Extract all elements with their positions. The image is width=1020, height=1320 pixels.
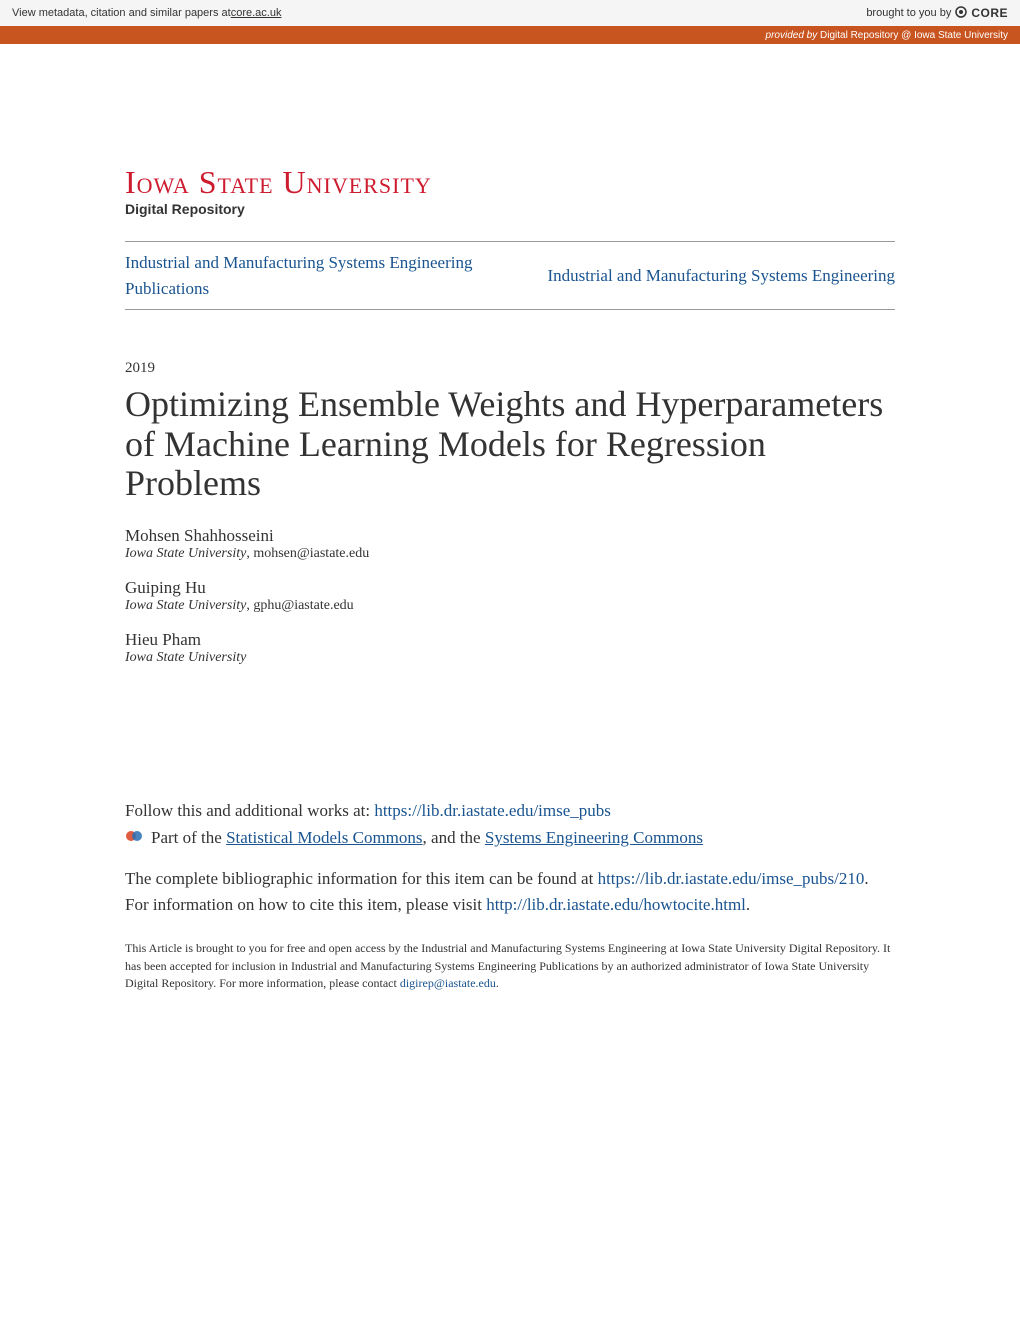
affiliation-text: Iowa State University	[125, 650, 246, 665]
biblio-section: The complete bibliographic information f…	[125, 866, 895, 919]
footer-period: .	[496, 976, 499, 990]
biblio-link-1[interactable]: https://lib.dr.iastate.edu/imse_pubs/210	[598, 869, 865, 888]
part-of-prefix: Part of the	[151, 828, 226, 847]
commons-link-2[interactable]: Systems Engineering Commons	[485, 828, 703, 847]
biblio-link-2[interactable]: http://lib.dr.iastate.edu/howtocite.html	[486, 895, 746, 914]
author-block: Guiping Hu Iowa State University, gphu@i…	[125, 578, 895, 614]
repository-subtitle: Digital Repository	[125, 201, 895, 217]
follow-text-line: Follow this and additional works at: htt…	[125, 801, 895, 821]
page-content: Iowa State University Digital Repository…	[0, 44, 1020, 993]
author-block: Mohsen Shahhosseini Iowa State Universit…	[125, 526, 895, 562]
email-text: mohsen@iastate.edu	[253, 546, 369, 561]
author-block: Hieu Pham Iowa State University	[125, 630, 895, 666]
paper-title: Optimizing Ensemble Weights and Hyperpar…	[125, 385, 895, 504]
email-text: gphu@iastate.edu	[253, 598, 353, 613]
provided-by-label: provided by	[766, 30, 820, 41]
metadata-top-bar: View metadata, citation and similar pape…	[0, 0, 1020, 26]
author-email: , mohsen@iastate.edu	[246, 546, 369, 561]
author-name: Mohsen Shahhosseini	[125, 526, 895, 546]
biblio-text-3: .	[746, 895, 750, 914]
metadata-text: View metadata, citation and similar pape…	[12, 7, 231, 19]
authors-list: Mohsen Shahhosseini Iowa State Universit…	[125, 526, 895, 666]
provider-text: provided by Digital Repository @ Iowa St…	[766, 30, 1008, 41]
commons-link-1[interactable]: Statistical Models Commons	[226, 828, 422, 847]
brought-by-text: brought to you by	[866, 7, 951, 19]
publication-year: 2019	[125, 360, 895, 377]
core-label: CORE	[971, 6, 1008, 20]
author-email: , gphu@iastate.edu	[246, 598, 353, 613]
metadata-text-container: View metadata, citation and similar pape…	[12, 7, 281, 19]
follow-section: Follow this and additional works at: htt…	[125, 801, 895, 850]
affiliation-text: Iowa State University	[125, 546, 246, 561]
follow-url[interactable]: https://lib.dr.iastate.edu/imse_pubs	[374, 801, 611, 820]
biblio-text-1: The complete bibliographic information f…	[125, 869, 598, 888]
provider-name: Digital Repository @ Iowa State Universi…	[820, 30, 1008, 41]
footer-note: This Article is brought to you for free …	[125, 940, 895, 992]
author-name: Hieu Pham	[125, 630, 895, 650]
part-of-line: Part of the Statistical Models Commons, …	[125, 827, 895, 850]
breadcrumb-section: Industrial and Manufacturing Systems Eng…	[125, 241, 895, 310]
affiliation-text: Iowa State University	[125, 598, 246, 613]
brought-by-container: brought to you by CORE	[866, 5, 1008, 22]
author-affiliation: Iowa State University, mohsen@iastate.ed…	[125, 546, 895, 562]
follow-prefix: Follow this and additional works at:	[125, 801, 374, 820]
and-text: , and the	[423, 828, 485, 847]
author-affiliation: Iowa State University	[125, 650, 895, 666]
author-name: Guiping Hu	[125, 578, 895, 598]
commons-icon	[125, 827, 143, 850]
provider-bar: provided by Digital Repository @ Iowa St…	[0, 26, 1020, 44]
part-of-text: Part of the Statistical Models Commons, …	[151, 828, 703, 848]
breadcrumb-left[interactable]: Industrial and Manufacturing Systems Eng…	[125, 250, 525, 301]
university-name: Iowa State University	[125, 164, 895, 201]
breadcrumb-right[interactable]: Industrial and Manufacturing Systems Eng…	[548, 266, 895, 286]
core-icon	[954, 5, 968, 22]
author-affiliation: Iowa State University, gphu@iastate.edu	[125, 598, 895, 614]
footer-email[interactable]: digirep@iastate.edu	[400, 976, 496, 990]
core-link[interactable]: core.ac.uk	[231, 7, 282, 19]
footer-text: This Article is brought to you for free …	[125, 941, 890, 990]
